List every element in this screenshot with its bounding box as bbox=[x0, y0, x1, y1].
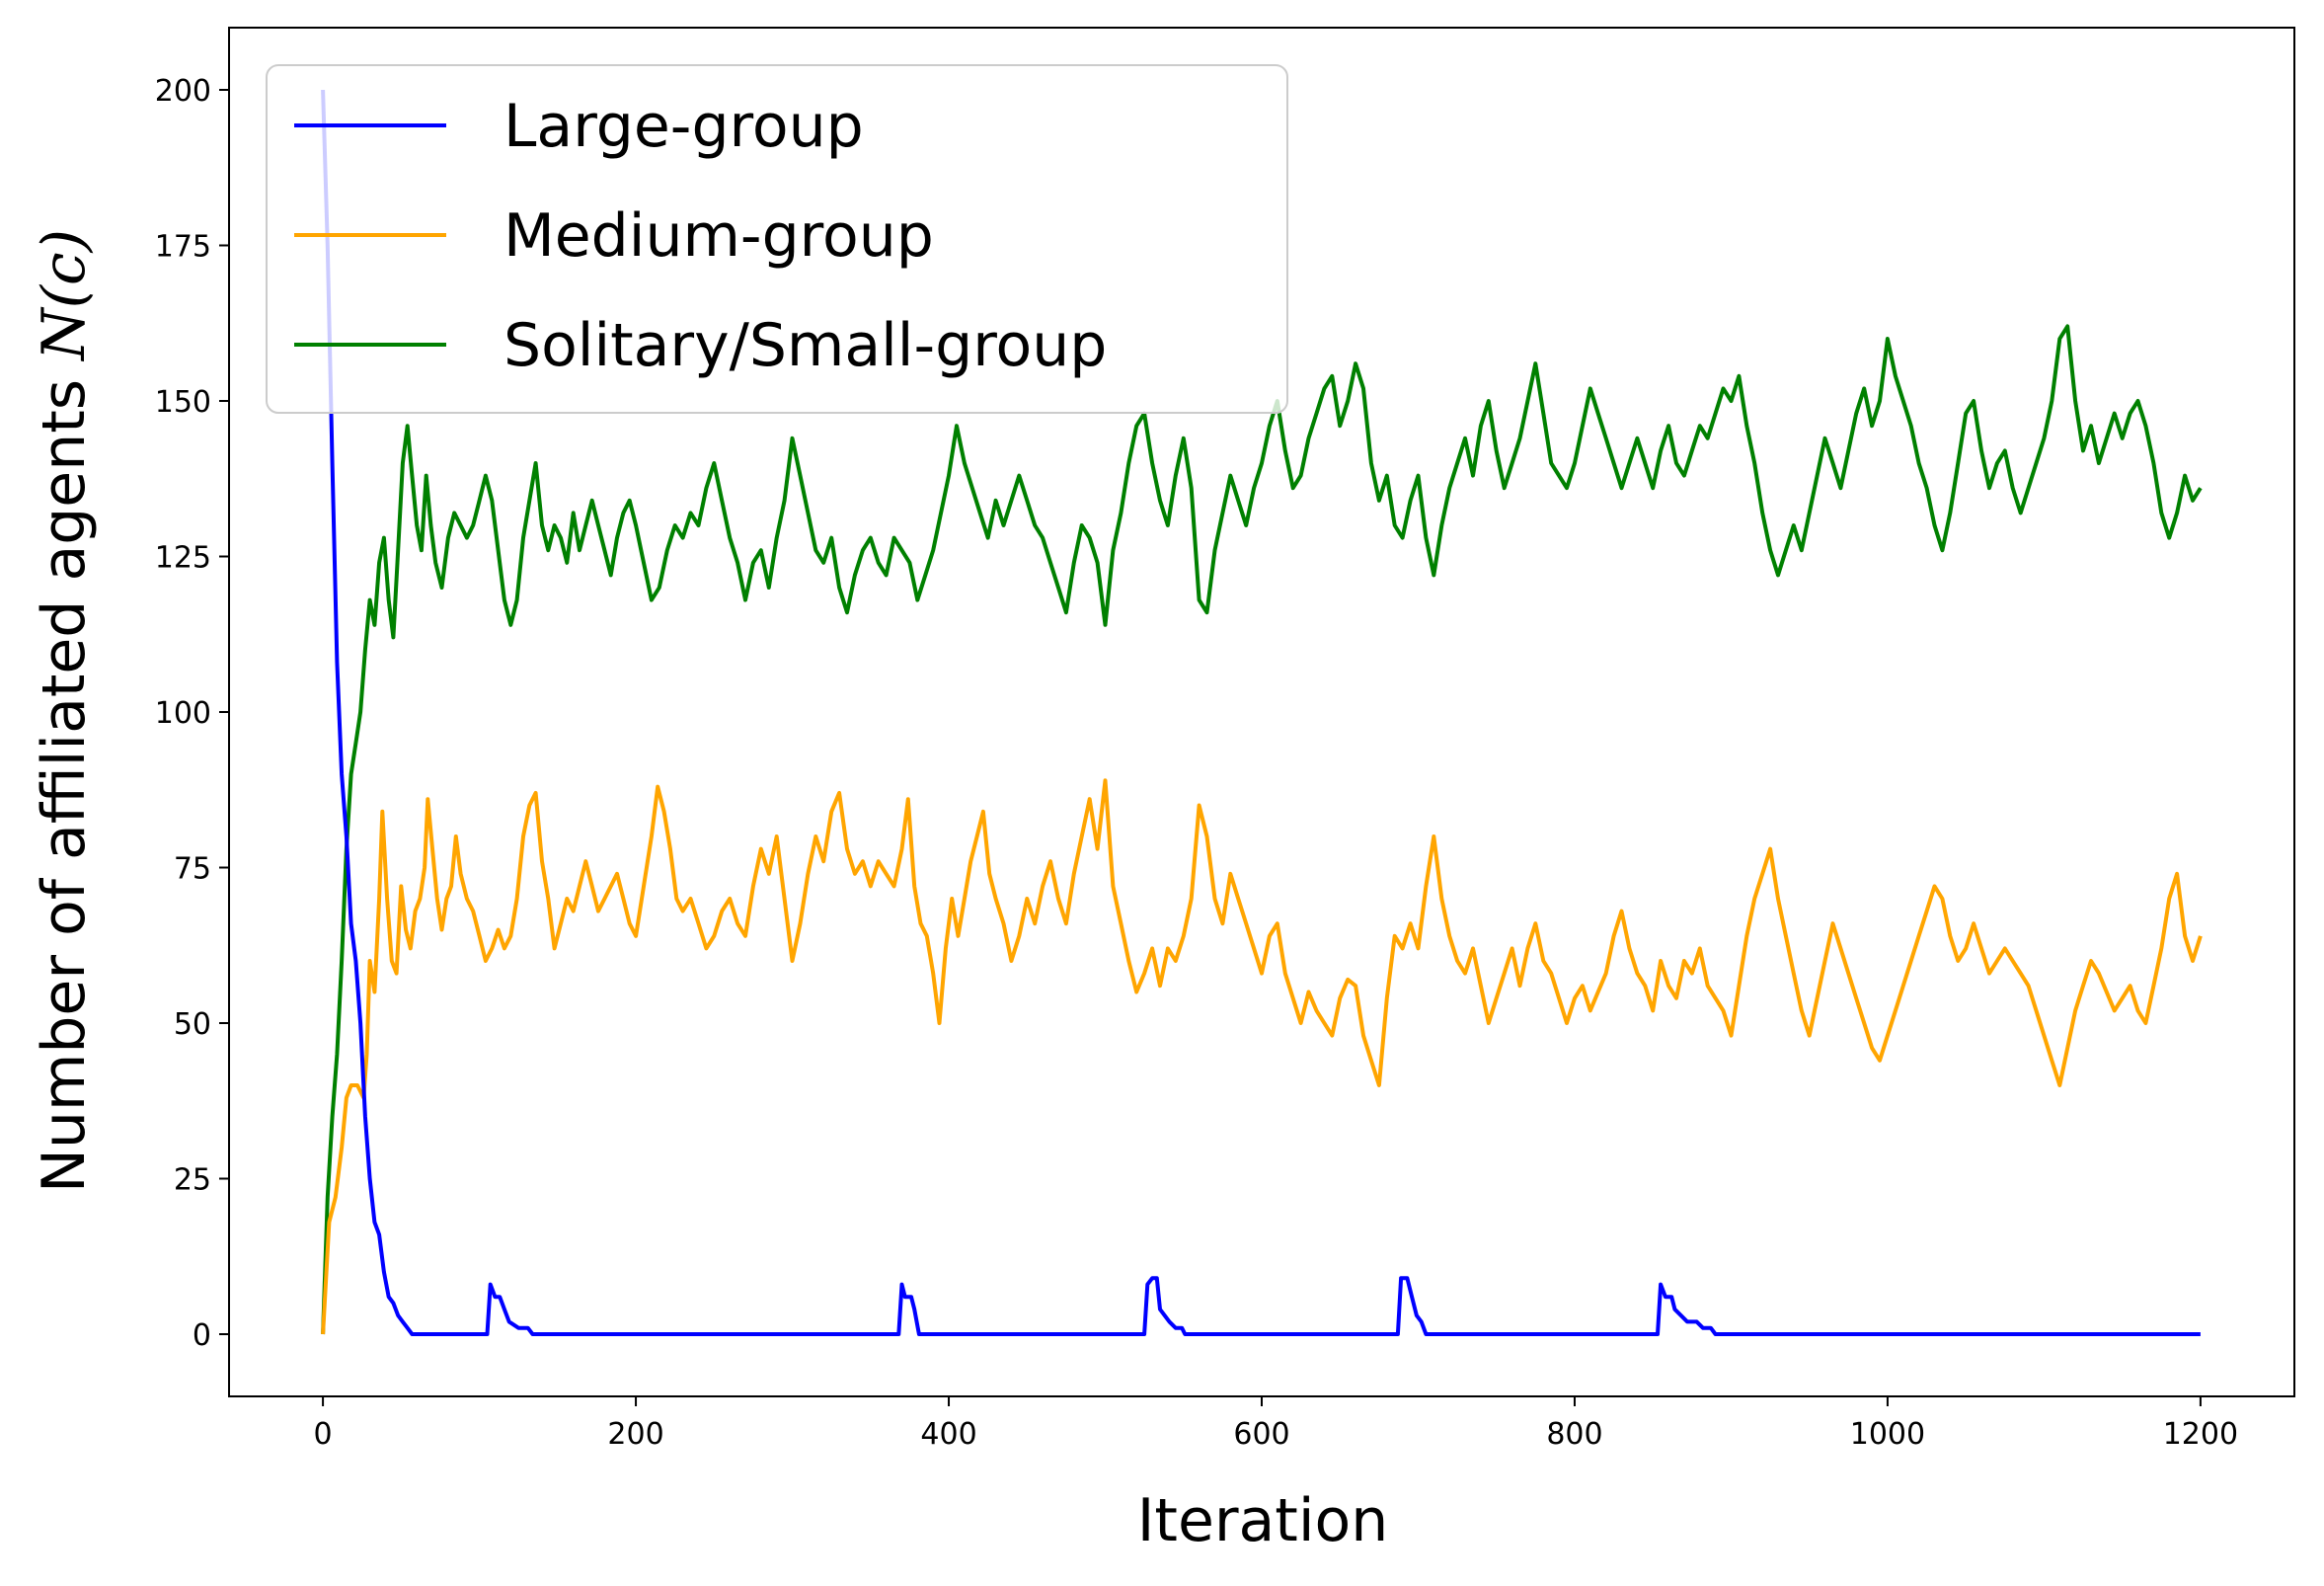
series-line-medium-group bbox=[321, 778, 2203, 1335]
y-axis-title: Number of affiliated agents N(c) bbox=[30, 229, 99, 1193]
series-layer bbox=[321, 89, 2203, 1336]
legend-box bbox=[266, 64, 1288, 414]
x-axis-title: Iteration bbox=[1137, 1486, 1389, 1555]
y-axis-title-text: Number of affiliated agents bbox=[30, 360, 99, 1193]
x-tick-label: 1200 bbox=[2163, 1417, 2238, 1452]
legend: Large-group Medium-group Solitary/Small-… bbox=[266, 64, 1288, 414]
y-tick-label: 200 bbox=[155, 74, 211, 109]
y-tick-label: 150 bbox=[155, 385, 211, 420]
x-tick-label: 600 bbox=[1233, 1417, 1289, 1452]
plot-frame bbox=[228, 27, 2295, 1397]
y-tick-label: 75 bbox=[174, 852, 211, 887]
y-tick-label: 125 bbox=[155, 541, 211, 576]
series-line-solitary-small-group bbox=[321, 324, 2203, 1335]
x-tick-label: 0 bbox=[314, 1417, 333, 1452]
x-tick-label: 400 bbox=[920, 1417, 976, 1452]
y-tick-label: 25 bbox=[174, 1163, 211, 1198]
x-tick-label: 200 bbox=[607, 1417, 663, 1452]
y-tick-label: 175 bbox=[155, 230, 211, 265]
legend-label-large-group: Large-group bbox=[504, 92, 864, 161]
ticks-layer: 0 200 400 600 800 1000 1200 0 25 50 75 100 125 150 175… bbox=[155, 74, 2238, 1452]
y-tick-label: 100 bbox=[155, 696, 211, 731]
x-tick-label: 1000 bbox=[1850, 1417, 1925, 1452]
legend-label-solitary-small-group: Solitary/Small-group bbox=[504, 311, 1107, 380]
series-line-large-group bbox=[321, 89, 2201, 1336]
y-tick-label: 0 bbox=[193, 1318, 211, 1353]
y-tick-label: 50 bbox=[174, 1007, 211, 1042]
y-axis-title-math: N(c) bbox=[30, 229, 99, 362]
legend-label-medium-group: Medium-group bbox=[504, 201, 934, 271]
x-tick-label: 800 bbox=[1546, 1417, 1602, 1452]
